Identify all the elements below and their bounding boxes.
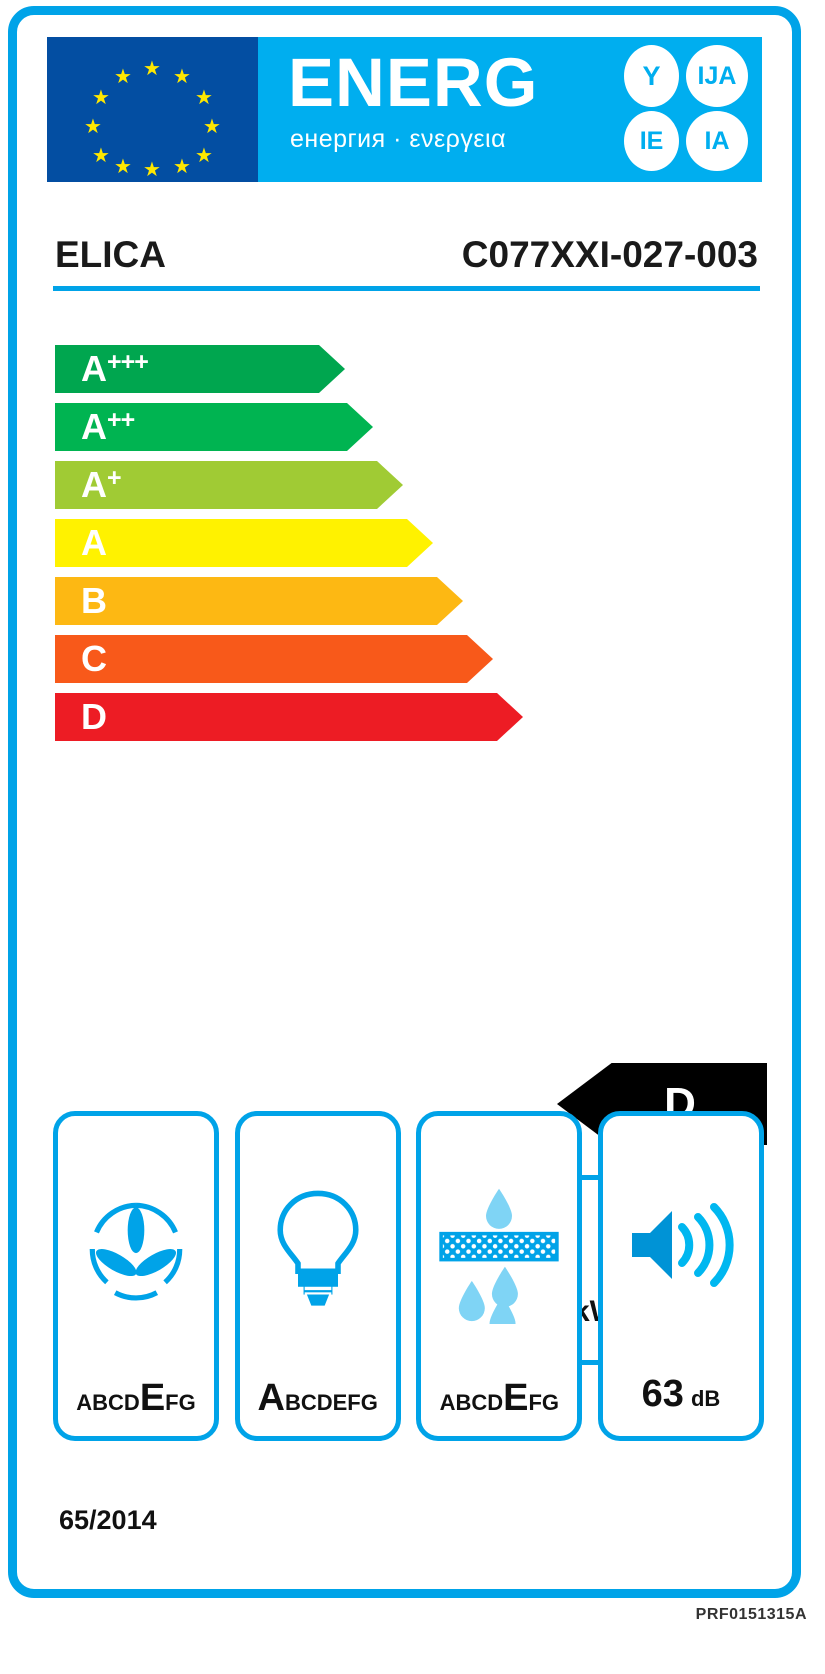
label-inner: ★ ★ ★ ★ ★ ★ ★ ★ ★ ★ ★ ★ ENERG енергия · … xyxy=(47,37,767,1577)
energy-label-card: ★ ★ ★ ★ ★ ★ ★ ★ ★ ★ ★ ★ ENERG енергия · … xyxy=(8,6,801,1598)
regulation-number: 65/2014 xyxy=(59,1505,157,1535)
energ-subtitle: енергия · ενεργεια xyxy=(290,125,507,153)
noise-level-label: 63 dB xyxy=(642,1373,721,1416)
class-suffix: FG xyxy=(528,1390,560,1415)
eu-star: ★ xyxy=(114,156,132,178)
circle-ie: IE xyxy=(624,111,679,171)
feature-box-noise-level: 63 dB xyxy=(597,1111,764,1441)
feature-box-grease-filtering-efficiency: ABCD E FG xyxy=(416,1111,583,1441)
eu-star: ★ xyxy=(173,66,191,88)
grease-filter-class-label: ABCD E FG xyxy=(439,1377,560,1419)
noise-level-unit: dB xyxy=(690,1386,721,1411)
energy-class-letter: A xyxy=(81,464,107,505)
fan-icon-wrap xyxy=(58,1116,214,1381)
energy-class-scale: A+++A++A+ABCD D 72 kWh/annum xyxy=(47,345,767,1365)
energy-class-letter: D xyxy=(81,696,107,737)
eu-star: ★ xyxy=(92,87,110,109)
energy-class-letter: B xyxy=(81,580,107,621)
class-highlight: A xyxy=(257,1377,285,1419)
circle-ia: IA xyxy=(686,111,748,171)
energy-class-letter: A xyxy=(81,406,107,447)
grease-filter-icon-wrap xyxy=(421,1116,577,1381)
energy-class-arrow-d: D xyxy=(55,693,523,741)
eu-star: ★ xyxy=(203,116,221,138)
class-prefix: ABCD xyxy=(76,1390,140,1415)
speaker-icon-wrap xyxy=(603,1116,759,1373)
energ-banner: ENERG енергия · ενεργεια Y IJA IE IA xyxy=(258,37,762,182)
energy-class-arrow-b: B xyxy=(55,577,463,625)
energy-class-arrow-aplus: A + xyxy=(55,461,403,509)
feature-boxes: ABCD E FG A BCDEFG xyxy=(53,1111,764,1441)
speaker-icon xyxy=(631,1202,734,1287)
document-code: PRF0151315A xyxy=(695,1606,807,1623)
energy-class-plus: + xyxy=(107,463,121,492)
class-highlight: E xyxy=(503,1377,529,1419)
eu-star: ★ xyxy=(143,58,161,80)
label-header: ★ ★ ★ ★ ★ ★ ★ ★ ★ ★ ★ ★ ENERG енергия · … xyxy=(47,37,762,182)
eu-star: ★ xyxy=(84,116,102,138)
identity-divider xyxy=(53,286,760,291)
lightbulb-icon-wrap xyxy=(240,1116,396,1381)
energy-class-arrow-aplusplus: A ++ xyxy=(55,403,373,451)
feature-box-lighting-efficiency: A BCDEFG xyxy=(234,1111,401,1441)
energy-class-letter: C xyxy=(81,638,107,679)
model-code: C077XXI-027-003 xyxy=(461,234,758,275)
eu-star: ★ xyxy=(92,145,110,167)
energ-wordmark: ENERG xyxy=(288,44,539,121)
class-highlight: E xyxy=(139,1377,166,1419)
lighting-class-label: A BCDEFG xyxy=(257,1377,378,1419)
language-circles: Y IJA IE IA xyxy=(620,43,750,176)
eu-star: ★ xyxy=(195,87,213,109)
class-suffix: FG xyxy=(165,1390,196,1415)
energy-class-arrow-aplusplusplus: A +++ xyxy=(55,345,345,393)
energy-class-arrow-c: C xyxy=(55,635,493,683)
identity-row: ELICA C077XXI-027-003 xyxy=(47,234,762,276)
circle-ija: IJA xyxy=(686,45,748,107)
energy-class-plus: ++ xyxy=(107,405,135,434)
lightbulb-icon xyxy=(277,1190,359,1306)
energy-class-letter: A xyxy=(81,348,107,389)
eu-star: ★ xyxy=(195,145,213,167)
fluid-dynamic-class-label: ABCD E FG xyxy=(76,1377,196,1419)
energy-class-plus: +++ xyxy=(107,347,148,376)
energy-class-letter: A xyxy=(81,522,107,563)
eu-star: ★ xyxy=(143,159,161,181)
noise-level-value: 63 xyxy=(641,1373,684,1415)
class-suffix: BCDEFG xyxy=(284,1390,378,1415)
feature-box-fluid-dynamic-efficiency: ABCD E FG xyxy=(53,1111,219,1441)
eu-star: ★ xyxy=(114,66,132,88)
eu-star: ★ xyxy=(173,156,191,178)
grease-filter-icon xyxy=(439,1188,559,1324)
eu-flag-icon: ★ ★ ★ ★ ★ ★ ★ ★ ★ ★ ★ ★ xyxy=(47,37,258,182)
class-prefix: ABCD xyxy=(439,1390,504,1415)
circle-y: Y xyxy=(624,45,679,107)
fan-icon xyxy=(89,1202,183,1301)
brand-name: ELICA xyxy=(55,234,166,275)
energy-class-arrow-a: A xyxy=(55,519,433,567)
